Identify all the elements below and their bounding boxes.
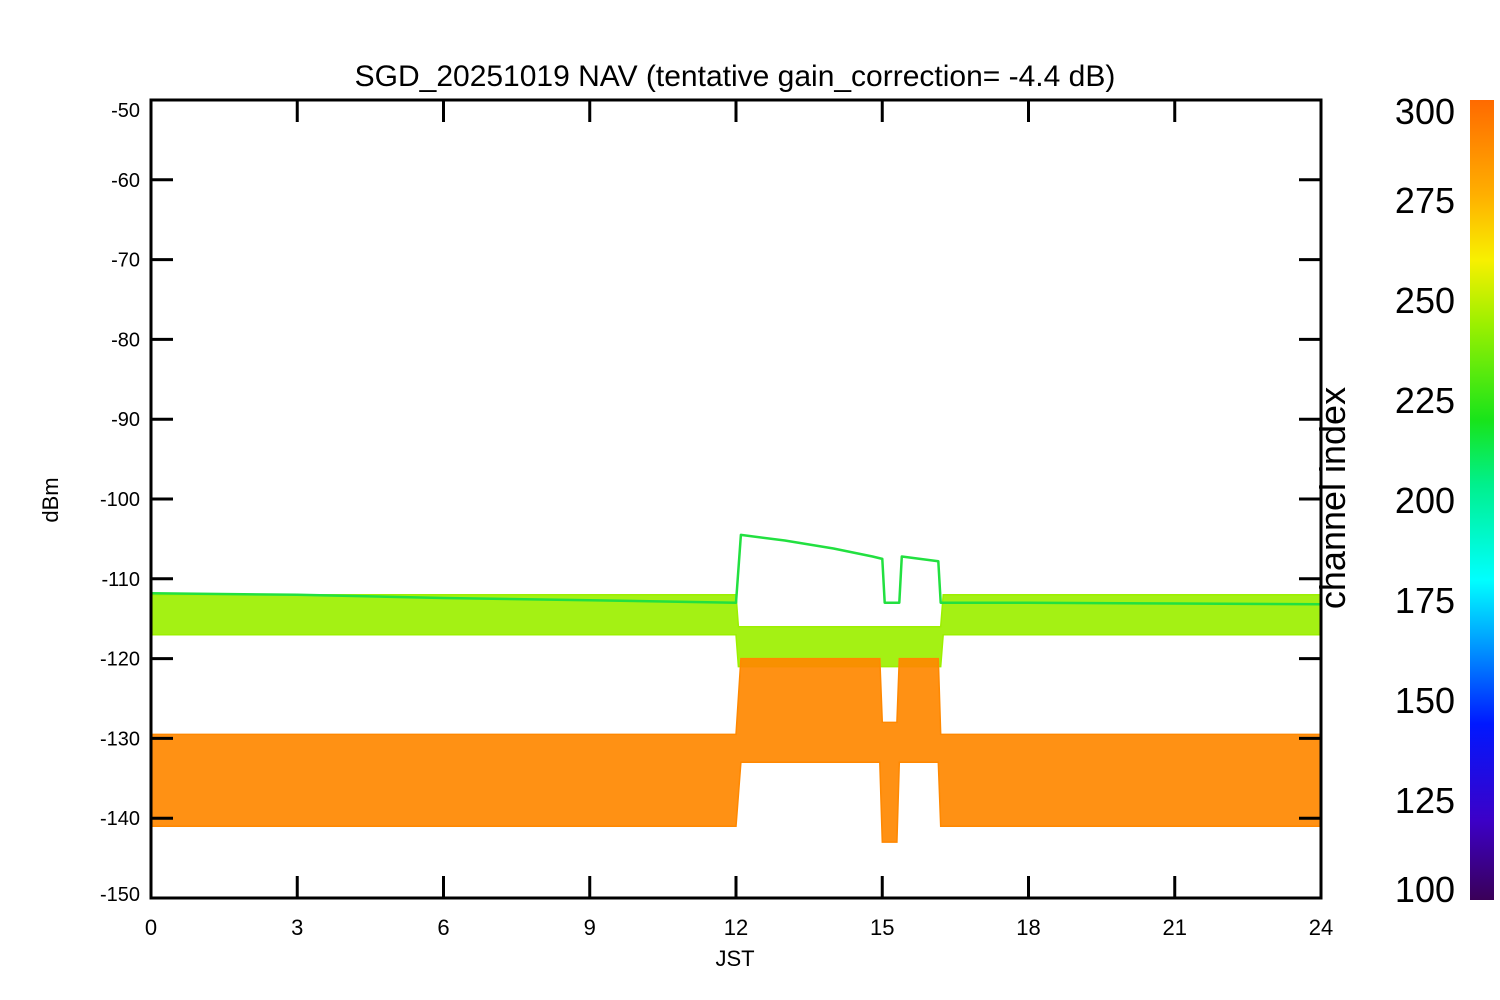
colorbar-tick-label: 225 <box>1395 380 1455 421</box>
y-axis: -50 -60 -70 -80 -90 -100 -110 -120 -130 -140 -150 <box>100 98 1321 906</box>
y-tick-label: -90 <box>111 409 140 431</box>
colorbar-tick-label: 250 <box>1395 280 1455 321</box>
y-tick-label: -100 <box>100 489 140 511</box>
y-tick-label: -110 <box>101 569 140 591</box>
y-tick-label: -130 <box>100 728 140 750</box>
y-tick-label: -140 <box>100 808 140 830</box>
y-tick-label: -150 <box>100 884 140 906</box>
colorbar-tick-label: 150 <box>1395 680 1455 721</box>
x-tick-label: 18 <box>1016 915 1040 940</box>
colorbar-tick-label: 300 <box>1395 91 1455 132</box>
y-tick-label: -70 <box>111 250 140 272</box>
x-axis-label: JST <box>715 946 754 971</box>
y-tick-label: -50 <box>111 100 140 122</box>
x-tick-label: 9 <box>584 915 596 940</box>
colorbar-gradient <box>1470 100 1494 900</box>
y-tick-label: -120 <box>100 649 140 671</box>
x-tick-label: 3 <box>291 915 303 940</box>
x-tick-label: 12 <box>724 915 748 940</box>
x-tick-label: 0 <box>145 915 157 940</box>
colorbar-tick-label: 125 <box>1395 780 1455 821</box>
series-band-2 <box>150 657 1322 843</box>
x-tick-label: 21 <box>1163 915 1187 940</box>
plot-data <box>150 533 1322 843</box>
series-line-1 <box>150 533 1322 606</box>
colorbar-tick-label: 100 <box>1395 869 1455 910</box>
series-band-1 <box>150 594 1322 668</box>
colorbar-tick-label: 200 <box>1395 480 1455 521</box>
colorbar-ticks: 100 125 150 175 200 225 250 275 300 <box>1395 91 1455 910</box>
y-tick-label: -80 <box>111 329 140 351</box>
y-axis-label: dBm <box>38 477 63 522</box>
colorbar-tick-label: 175 <box>1395 580 1455 621</box>
x-tick-label: 6 <box>437 915 449 940</box>
colorbar: 100 125 150 175 200 225 250 275 300 channel inde… <box>1312 91 1494 910</box>
x-axis: 0 3 6 9 12 15 18 21 24 <box>145 100 1333 940</box>
colorbar-label: channel index <box>1312 387 1353 609</box>
y-tick-label: -60 <box>111 170 140 192</box>
chart-title: SGD_20251019 NAV (tentative gain_correct… <box>355 60 1116 93</box>
x-tick-label: 15 <box>870 915 894 940</box>
colorbar-tick-label: 275 <box>1395 180 1455 221</box>
x-tick-label: 24 <box>1309 915 1333 940</box>
